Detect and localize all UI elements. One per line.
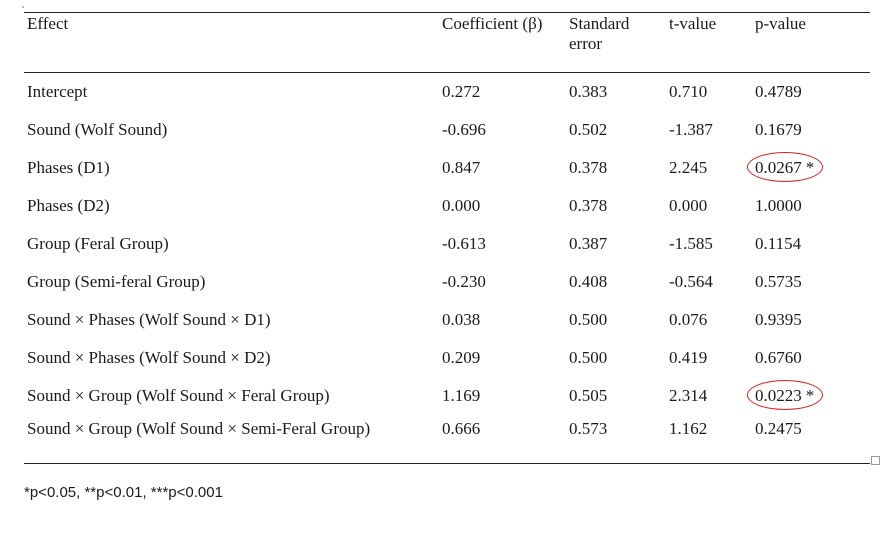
coefficient-cell: 0.209 (442, 348, 481, 367)
p-value-cell: 1.0000 (752, 187, 870, 225)
p-value-text: 0.0223 (755, 386, 802, 405)
standard-error-cell: 0.378 (569, 158, 608, 177)
t-value-cell: 2.314 (669, 386, 708, 405)
t-value-cell: 0.000 (669, 196, 708, 215)
effect-cell: Sound (Wolf Sound) (27, 120, 168, 139)
table-row: Sound × Phases (Wolf Sound × D1) 0.038 0.5… (24, 301, 870, 339)
standard-error-cell: 0.502 (569, 120, 608, 139)
effect-cell: Phases (D2) (27, 196, 110, 215)
standard-error-cell: 0.505 (569, 386, 608, 405)
standard-error-cell: 0.387 (569, 234, 608, 253)
effect-cell: Group (Feral Group) (27, 234, 169, 253)
coefficient-cell: 0.000 (442, 196, 481, 215)
t-value-cell: 2.245 (669, 158, 708, 177)
p-value-cell: 0.0267 * (747, 149, 870, 187)
table-row: Intercept 0.272 0.383 0.710 0.4789 (24, 73, 870, 112)
p-value-text: 0.0267 (755, 158, 802, 177)
standard-error-cell: 0.500 (569, 310, 608, 329)
coefficient-cell: -0.230 (442, 272, 486, 291)
p-value-text: 0.1679 (755, 120, 802, 139)
header-coefficient: Coefficient (β) (442, 14, 543, 33)
coefficient-cell: 0.847 (442, 158, 481, 177)
p-value-cell: 0.9395 (752, 301, 870, 339)
header-t-value: t-value (669, 14, 717, 33)
header-standard-error-line2: error (569, 34, 603, 53)
significance-star: * (805, 158, 815, 177)
coefficient-cell: -0.696 (442, 120, 486, 139)
p-value-text: 0.5735 (755, 272, 802, 291)
standard-error-cell: 0.383 (569, 82, 608, 101)
table-row: Sound × Group (Wolf Sound × Semi-Feral G… (24, 415, 870, 464)
t-value-cell: -1.387 (669, 120, 713, 139)
table-header-row: Effect Coefficient (β) Standard error t-… (24, 12, 870, 73)
coefficient-cell: 0.666 (442, 419, 481, 438)
p-value-cell: 0.2475 (752, 415, 870, 464)
coefficient-cell: 0.272 (442, 82, 481, 101)
standard-error-cell: 0.378 (569, 196, 608, 215)
t-value-cell: -0.564 (669, 272, 713, 291)
p-value-text: 1.0000 (755, 196, 802, 215)
t-value-cell: 0.076 (669, 310, 708, 329)
effect-cell: Sound × Group (Wolf Sound × Feral Group) (27, 386, 330, 405)
standard-error-cell: 0.408 (569, 272, 608, 291)
p-value-cell: 0.0223 * (747, 377, 870, 415)
standard-error-cell: 0.500 (569, 348, 608, 367)
p-value-cell: 0.5735 (752, 263, 870, 301)
header-p-value: p-value (755, 14, 806, 33)
effect-cell: Sound × Phases (Wolf Sound × D1) (27, 310, 271, 329)
p-value-cell: 0.1679 (752, 111, 870, 149)
table-row: Group (Feral Group) -0.613 0.387 -1.585 0.11… (24, 225, 870, 263)
coefficient-cell: -0.613 (442, 234, 486, 253)
regression-table: Effect Coefficient (β) Standard error t-… (24, 12, 870, 464)
coefficient-cell: 0.038 (442, 310, 481, 329)
table-row: Phases (D2) 0.000 0.378 0.000 1.0000 (24, 187, 870, 225)
p-value-cell: 0.6760 (752, 339, 870, 377)
table-row: Phases (D1) 0.847 0.378 2.245 0.0267 * (24, 149, 870, 187)
effect-cell: Intercept (27, 82, 88, 101)
coefficient-cell: 1.169 (442, 386, 481, 405)
corner-mark (22, 6, 24, 8)
p-value-text: 0.4789 (755, 82, 802, 101)
p-value-text: 0.1154 (755, 234, 802, 253)
p-value-text: 0.9395 (755, 310, 802, 329)
effect-cell: Group (Semi-feral Group) (27, 272, 206, 291)
significance-star: * (805, 386, 815, 405)
table-row: Sound × Group (Wolf Sound × Feral Group)… (24, 377, 870, 415)
t-value-cell: 1.162 (669, 419, 708, 438)
p-value-cell: 0.1154 (752, 225, 870, 263)
effect-cell: Phases (D1) (27, 158, 110, 177)
significance-footnote: *p<0.05, **p<0.01, ***p<0.001 (24, 484, 223, 501)
p-value-text: 0.6760 (755, 348, 802, 367)
table-body: Intercept 0.272 0.383 0.710 0.4789 Sound (Wol… (24, 73, 870, 464)
header-standard-error-line1: Standard (569, 14, 630, 33)
header-standard-error: Standard error (566, 13, 666, 73)
header-effect: Effect (27, 14, 69, 33)
t-value-cell: 0.419 (669, 348, 708, 367)
table-row: Group (Semi-feral Group) -0.230 0.408 -0.56… (24, 263, 870, 301)
p-value-cell: 0.4789 (752, 73, 870, 112)
table-row: Sound (Wolf Sound) -0.696 0.502 -1.387 0.167… (24, 111, 870, 149)
table-resize-handle[interactable] (871, 456, 880, 465)
t-value-cell: -1.585 (669, 234, 713, 253)
p-value-text: 0.2475 (755, 419, 802, 438)
table-row: Sound × Phases (Wolf Sound × D2) 0.209 0.5… (24, 339, 870, 377)
t-value-cell: 0.710 (669, 82, 708, 101)
effect-cell: Sound × Phases (Wolf Sound × D2) (27, 348, 271, 367)
standard-error-cell: 0.573 (569, 419, 608, 438)
effect-cell: Sound × Group (Wolf Sound × Semi-Feral G… (27, 419, 371, 438)
